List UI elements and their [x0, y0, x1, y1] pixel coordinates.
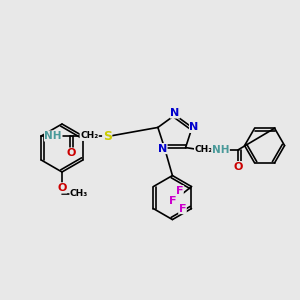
Text: N: N: [158, 144, 167, 154]
Text: F: F: [179, 204, 186, 214]
Text: S: S: [103, 130, 112, 142]
Text: CH₂: CH₂: [80, 131, 98, 140]
Text: O: O: [57, 183, 67, 193]
Text: NH: NH: [44, 131, 62, 141]
Text: O: O: [67, 148, 76, 158]
Text: F: F: [176, 186, 183, 196]
Text: F: F: [169, 196, 176, 206]
Text: N: N: [190, 122, 199, 132]
Text: NH: NH: [212, 145, 229, 154]
Text: O: O: [234, 162, 243, 172]
Text: CH₂: CH₂: [194, 145, 213, 154]
Text: N: N: [170, 108, 180, 118]
Text: CH₃: CH₃: [70, 190, 88, 199]
